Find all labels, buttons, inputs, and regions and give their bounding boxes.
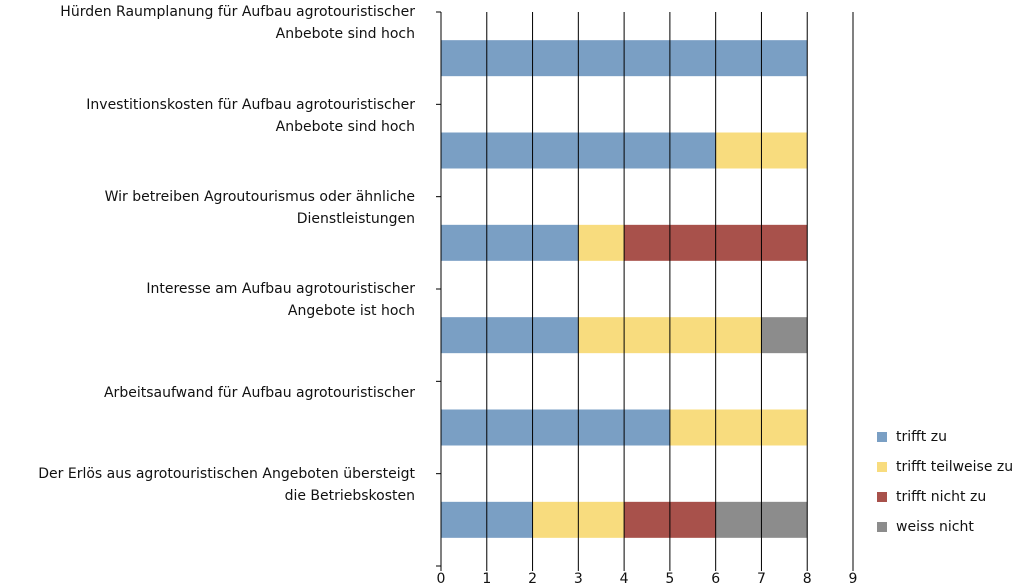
legend-swatch [877,432,887,442]
bar-segment [669,409,808,446]
x-tick-label: 0 [437,571,446,587]
category-label: Interesse am Aufbau agrotouristischer An… [146,281,415,320]
x-tick-label: 5 [665,571,674,587]
legend-label: trifft zu [896,429,947,445]
x-tick-label: 8 [803,571,812,587]
bar-segment [761,317,808,354]
legend-label: weiss nicht [896,519,974,535]
x-tick-label: 4 [620,571,629,587]
bar-segment [578,224,625,261]
category-label: Arbeitsaufwand für Aufbau agrotouristisc… [103,384,415,401]
bar-segment [441,317,579,354]
x-tick-label: 1 [482,571,491,587]
category-label: Investitionskosten für Aufbau agrotouris… [86,96,415,135]
category-label: Hürden Raumplanung für Aufbau agrotouris… [60,4,415,43]
x-tick-label: 6 [711,571,720,587]
x-tick-label: 7 [757,571,766,587]
legend-label: trifft teilweise zu [896,459,1013,475]
legend-label: trifft nicht zu [896,489,986,505]
x-tick-label: 9 [849,571,858,587]
bar-segment [441,224,579,261]
bar-segment [441,409,670,446]
category-label: Der Erlös aus agrotouristischen Angebote… [38,465,415,504]
legend-swatch [877,522,887,532]
x-tick-label: 2 [528,571,537,587]
category-label: Wir betreiben Agroutourismus oder ähnlic… [104,188,415,227]
legend-swatch [877,492,887,502]
legend-swatch [877,462,887,472]
x-tick-label: 3 [574,571,583,587]
